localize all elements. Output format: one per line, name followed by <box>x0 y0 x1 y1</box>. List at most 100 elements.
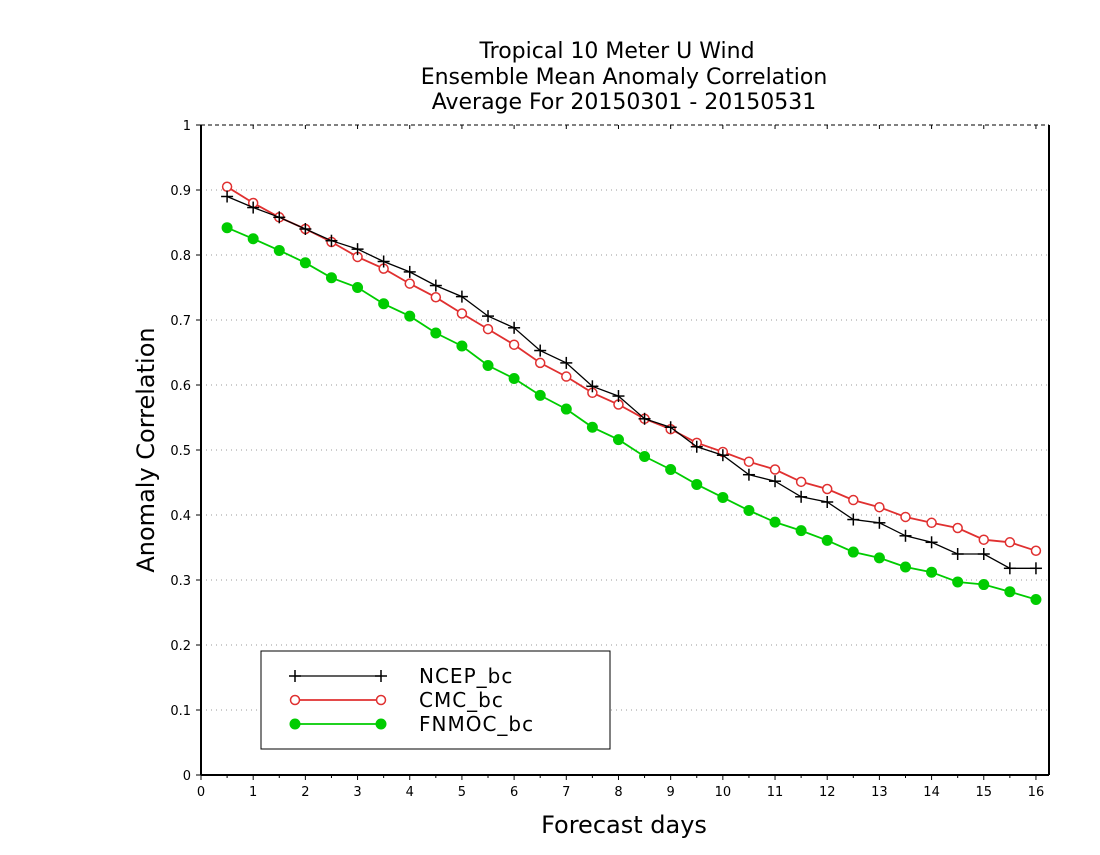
data-point-ncep-bc <box>221 190 234 203</box>
y-tick-label: 0.2 <box>170 639 191 654</box>
x-tick-label: 15 <box>975 785 992 800</box>
x-tick-label: 13 <box>871 785 888 800</box>
data-point-ncep-bc <box>325 234 338 247</box>
x-tick-label: 11 <box>767 785 784 800</box>
series-line-cmc-bc <box>226 186 1037 552</box>
x-tick-label: 2 <box>301 785 309 800</box>
chart-title-line-2: Ensemble Mean Anomaly Correlation <box>421 65 828 90</box>
data-point-cmc-bc <box>821 483 833 495</box>
data-point-ncep-bc <box>821 496 834 508</box>
x-tick-label: 1 <box>249 785 257 800</box>
data-point-cmc-bc <box>430 292 442 303</box>
y-tick-label: 0.1 <box>170 704 191 719</box>
x-tick-label: 14 <box>923 785 940 800</box>
legend-label-fnmoc-bc: FNMOC_bc <box>419 712 534 736</box>
data-point-ncep-bc <box>795 490 808 503</box>
data-point-ncep-bc <box>977 548 990 560</box>
data-point-ncep-bc <box>769 475 782 488</box>
data-point-fnmoc-bc <box>639 451 651 462</box>
data-point-fnmoc-bc <box>299 257 311 269</box>
legend-marker <box>289 670 301 682</box>
data-point-cmc-bc <box>404 278 415 289</box>
series-ncep-bc <box>221 190 1042 575</box>
legend-marker <box>375 670 387 682</box>
data-point-ncep-bc <box>299 223 312 235</box>
data-point-fnmoc-bc <box>430 327 442 339</box>
data-point-fnmoc-bc <box>273 244 285 256</box>
data-point-fnmoc-bc <box>586 421 598 433</box>
legend-marker <box>289 718 301 730</box>
legend-box <box>260 650 611 750</box>
legend-label-ncep-bc: NCEP_bc <box>419 664 513 688</box>
data-point-fnmoc-bc <box>560 403 572 415</box>
y-tick-label: 1 <box>183 119 191 134</box>
data-point-cmc-bc <box>769 464 781 475</box>
data-point-ncep-bc <box>403 265 416 278</box>
y-tick-label: 0.9 <box>170 184 191 199</box>
data-point-fnmoc-bc <box>847 546 859 558</box>
data-point-ncep-bc <box>273 211 286 224</box>
legend-marker <box>289 694 301 706</box>
data-point-ncep-bc <box>873 516 886 529</box>
data-point-ncep-bc <box>377 255 390 268</box>
data-point-fnmoc-bc <box>221 222 233 234</box>
data-point-cmc-bc <box>952 522 963 534</box>
data-point-fnmoc-bc <box>404 310 416 322</box>
data-point-ncep-bc <box>429 279 442 292</box>
legend-label-cmc-bc: CMC_bc <box>419 688 504 712</box>
legend-item-cmc-bc: CMC_bc <box>289 688 504 712</box>
data-point-ncep-bc <box>925 536 938 549</box>
data-point-cmc-bc <box>1030 545 1042 556</box>
series-line-ncep-bc <box>226 195 1036 569</box>
data-point-ncep-bc <box>351 243 364 256</box>
data-point-fnmoc-bc <box>1030 594 1042 605</box>
data-point-ncep-bc <box>560 356 573 369</box>
x-tick-label: 16 <box>1028 785 1045 800</box>
data-point-fnmoc-bc <box>482 360 494 371</box>
y-tick-label: 0.5 <box>170 444 191 459</box>
data-point-cmc-bc <box>456 308 468 319</box>
x-tick-label: 12 <box>819 785 836 800</box>
data-point-cmc-bc <box>874 501 885 513</box>
data-point-cmc-bc <box>743 456 755 467</box>
series-line-fnmoc-bc <box>226 226 1037 601</box>
grid-layer <box>201 189 1049 711</box>
data-point-fnmoc-bc <box>926 566 938 578</box>
axes-layer: 00.10.20.30.40.50.60.70.80.910 1 2 3 4 5 6 7 8 9 1… <box>170 119 1050 800</box>
data-point-ncep-bc <box>586 380 599 393</box>
data-point-fnmoc-bc <box>247 233 259 245</box>
data-point-fnmoc-bc <box>534 389 546 401</box>
data-point-cmc-bc <box>561 371 572 382</box>
y-tick-label: 0.6 <box>170 379 191 394</box>
text-layer: Tropical 10 Meter U Wind Ensemble Mean A… <box>132 39 827 839</box>
y-tick-label: 0.4 <box>170 509 191 524</box>
series-fnmoc-bc <box>221 222 1042 605</box>
data-point-cmc-bc <box>848 494 859 506</box>
data-point-fnmoc-bc <box>508 373 520 384</box>
data-point-fnmoc-bc <box>873 552 885 564</box>
y-tick-label: 0.8 <box>170 249 191 264</box>
legend-item-ncep-bc: NCEP_bc <box>289 664 513 688</box>
legend-item-fnmoc-bc: FNMOC_bc <box>289 712 534 736</box>
data-point-fnmoc-bc <box>952 576 964 588</box>
data-point-ncep-bc <box>899 529 912 542</box>
chart-title-line-1: Tropical 10 Meter U Wind <box>478 39 754 64</box>
data-point-fnmoc-bc <box>1004 586 1016 598</box>
series-layer <box>221 181 1042 605</box>
data-point-cmc-bc <box>482 323 494 335</box>
data-point-cmc-bc <box>900 511 911 523</box>
data-point-fnmoc-bc <box>743 504 755 516</box>
y-axis-label: Anomaly Correlation <box>132 327 160 572</box>
data-point-ncep-bc <box>1029 562 1042 575</box>
x-tick-label: 0 <box>197 785 205 800</box>
legend-marker <box>375 718 387 730</box>
x-axis-label: Forecast days <box>541 811 707 839</box>
data-point-cmc-bc <box>534 357 546 369</box>
data-point-ncep-bc <box>1003 562 1016 575</box>
data-point-cmc-bc <box>1004 537 1016 548</box>
data-point-cmc-bc <box>978 534 990 545</box>
x-tick-label: 7 <box>562 785 570 800</box>
x-tick-label: 4 <box>406 785 414 800</box>
data-point-ncep-bc <box>455 290 468 303</box>
